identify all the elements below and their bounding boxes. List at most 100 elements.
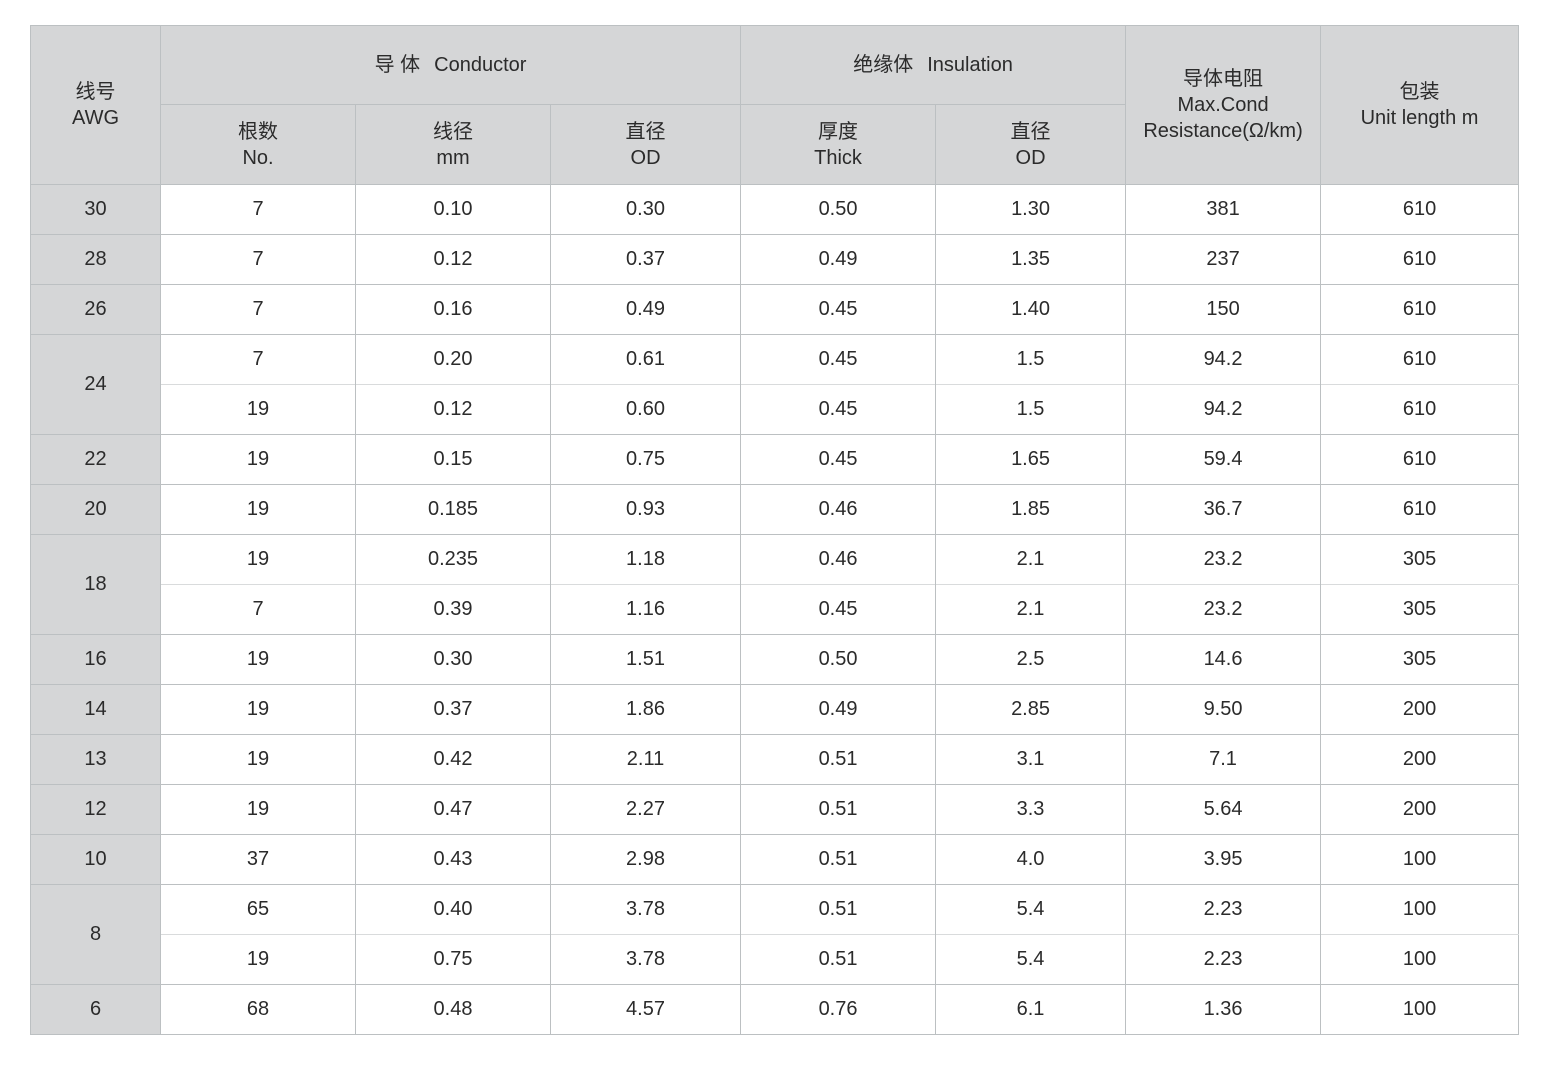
wire-spec-table-container: 线号 AWG 导 体 Conductor 绝缘体 Insulation 导体电阻 M…: [30, 25, 1520, 1035]
cell-conductor-od: 3.78: [549, 934, 741, 985]
cell-unit-length: 305: [1320, 634, 1519, 685]
cell-unit-length: 100: [1320, 884, 1519, 935]
cell-conductor-od: 0.61: [549, 334, 741, 385]
cell-no: 68: [160, 984, 356, 1035]
cell-awg: 14: [30, 684, 161, 735]
cell-awg: 6: [30, 984, 161, 1035]
table-row: 19 0.75 3.78 0.51 5.4 2.23 100: [30, 934, 1519, 985]
cell-thick: 0.50: [740, 634, 936, 685]
header-awg-en: AWG: [71, 107, 120, 129]
cell-resistance: 381: [1125, 184, 1321, 235]
cell-thick: 0.51: [740, 884, 936, 935]
cell-resistance: 14.6: [1125, 634, 1321, 685]
cell-no: 7: [160, 334, 356, 385]
cell-insulation-od: 2.1: [935, 534, 1126, 585]
cell-insulation-od: 5.4: [935, 934, 1126, 985]
cell-unit-length: 200: [1320, 734, 1519, 785]
cell-wire-dia-mm: 0.30: [355, 634, 551, 685]
cell-insulation-od: 1.65: [935, 434, 1126, 485]
cell-awg: 20: [30, 484, 161, 535]
header-awg: 线号 AWG: [30, 25, 161, 185]
cell-awg: 13: [30, 734, 161, 785]
cell-insulation-od: 2.1: [935, 584, 1126, 635]
cell-awg: 10: [30, 834, 161, 885]
cell-resistance: 9.50: [1125, 684, 1321, 735]
cell-conductor-od: 0.37: [549, 234, 741, 285]
cell-awg: 26: [30, 284, 161, 335]
header-conductor-od-zh: 直径: [625, 120, 666, 143]
cell-no: 65: [160, 884, 356, 935]
cell-thick: 0.45: [740, 284, 936, 335]
cell-awg: 28: [30, 234, 161, 285]
table-header: 线号 AWG 导 体 Conductor 绝缘体 Insulation 导体电阻 M…: [30, 25, 1519, 185]
cell-resistance: 36.7: [1125, 484, 1321, 535]
cell-wire-dia-mm: 0.75: [355, 934, 551, 985]
cell-conductor-od: 1.18: [549, 534, 741, 585]
cell-wire-dia-mm: 0.185: [355, 484, 551, 535]
table-row: 7 0.39 1.16 0.45 2.1 23.2 305: [30, 584, 1519, 635]
cell-awg: 22: [30, 434, 161, 485]
cell-insulation-od: 3.1: [935, 734, 1126, 785]
header-no-zh: 根数: [238, 120, 278, 143]
cell-awg: 16: [30, 634, 161, 685]
table-row: 14 19 0.37 1.86 0.49 2.85 9.50 200: [30, 684, 1519, 735]
cell-thick: 0.46: [740, 484, 936, 535]
table-row: 19 0.12 0.60 0.45 1.5 94.2 610: [30, 384, 1519, 435]
cell-no: 19: [160, 434, 356, 485]
header-resistance-en2: Resistance(Ω/km): [1143, 120, 1303, 142]
cell-unit-length: 100: [1320, 984, 1519, 1035]
table-row: 26 7 0.16 0.49 0.45 1.40 150 610: [30, 284, 1519, 335]
table-row: 18 19 0.235 1.18 0.46 2.1 23.2 305: [30, 534, 1519, 635]
cell-thick: 0.51: [740, 834, 936, 885]
cell-conductor-od: 0.30: [549, 184, 741, 235]
header-insulation: 绝缘体 Insulation: [740, 25, 1126, 105]
cell-awg: 12: [30, 784, 161, 835]
cell-unit-length: 610: [1320, 384, 1519, 435]
header-thick-en: Thick: [814, 146, 862, 169]
cell-insulation-od: 1.5: [935, 384, 1126, 435]
cell-unit-length: 610: [1320, 434, 1519, 485]
cell-thick: 0.49: [740, 684, 936, 735]
cell-conductor-od: 1.86: [549, 684, 741, 735]
cell-conductor-od: 2.98: [549, 834, 741, 885]
cell-conductor-od: 0.49: [549, 284, 741, 335]
header-conductor-zh: 导 体: [374, 54, 421, 76]
table-row: 30 7 0.10 0.30 0.50 1.30 381 610: [30, 184, 1519, 235]
cell-insulation-od: 3.3: [935, 784, 1126, 835]
cell-conductor-od: 0.60: [549, 384, 741, 435]
cell-unit-length: 100: [1320, 934, 1519, 985]
cell-unit-length: 610: [1320, 284, 1519, 335]
cell-resistance: 3.95: [1125, 834, 1321, 885]
cell-awg: 8: [30, 884, 161, 985]
cell-resistance: 7.1: [1125, 734, 1321, 785]
cell-thick: 0.49: [740, 234, 936, 285]
cell-no: 19: [160, 934, 356, 985]
cell-conductor-od: 3.78: [549, 884, 741, 935]
cell-wire-dia-mm: 0.47: [355, 784, 551, 835]
cell-resistance: 23.2: [1125, 584, 1321, 635]
header-group-row: 线号 AWG 导 体 Conductor 绝缘体 Insulation 导体电阻 M…: [30, 25, 1519, 185]
cell-no: 19: [160, 684, 356, 735]
header-conductor-od: 直径 OD: [549, 104, 741, 185]
cell-thick: 0.45: [740, 434, 936, 485]
header-resistance-en1: Max.Cond: [1177, 94, 1269, 116]
cell-no: 19: [160, 634, 356, 685]
header-packaging-en: Unit length m: [1360, 107, 1479, 129]
header-no-en: No.: [242, 146, 274, 169]
cell-thick: 0.46: [740, 534, 936, 585]
header-resistance-zh: 导体电阻: [1183, 68, 1264, 90]
header-insulation-od-en: OD: [1015, 146, 1046, 169]
cell-insulation-od: 5.4: [935, 884, 1126, 935]
wire-spec-table: 线号 AWG 导 体 Conductor 绝缘体 Insulation 导体电阻 M…: [30, 25, 1520, 1035]
cell-resistance: 2.23: [1125, 934, 1321, 985]
header-wire-dia-en: mm: [436, 146, 470, 169]
header-awg-zh: 线号: [75, 81, 116, 103]
cell-unit-length: 610: [1320, 234, 1519, 285]
header-wire-dia: 线径 mm: [355, 104, 551, 185]
cell-insulation-od: 4.0: [935, 834, 1126, 885]
table-row: 10 37 0.43 2.98 0.51 4.0 3.95 100: [30, 834, 1519, 885]
header-insulation-od-zh: 直径: [1010, 120, 1051, 143]
cell-thick: 0.51: [740, 934, 936, 985]
cell-awg: 30: [30, 184, 161, 235]
header-sub-row: 根数 No. 线径 mm 直径 OD 厚度 Thick 直径 OD: [30, 104, 1519, 185]
